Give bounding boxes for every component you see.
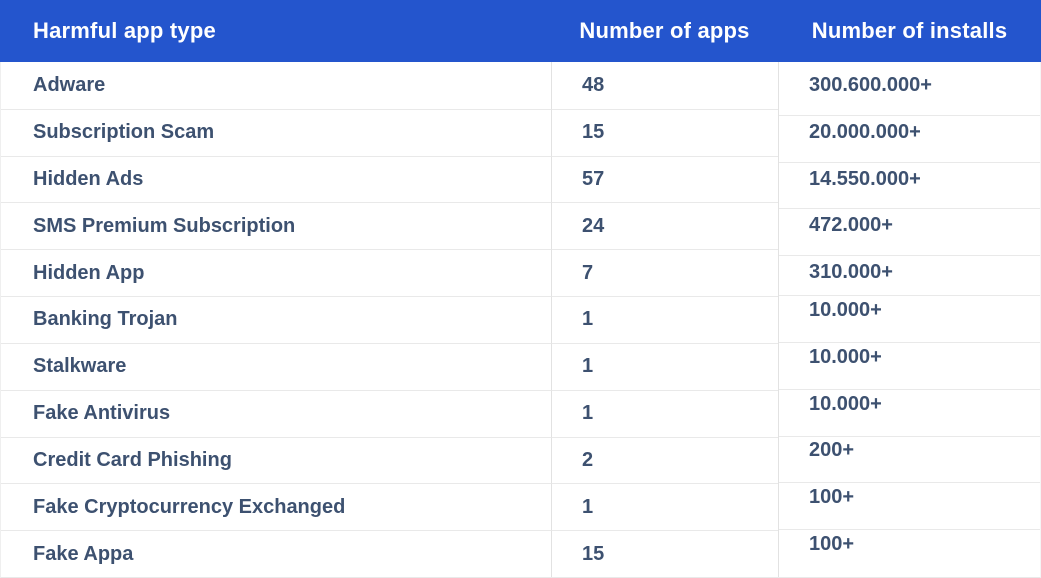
- installs-count-value: 14.550.000+: [809, 167, 921, 190]
- app-type-label: Hidden Ads: [33, 168, 144, 191]
- cell-number-of-apps: 48: [551, 62, 778, 109]
- cell-number-of-installs: 20.000.000+: [778, 108, 1040, 156]
- installs-count-value: 200+: [809, 439, 855, 462]
- cell-number-of-installs: 100+: [778, 482, 1040, 531]
- app-type-label: Fake Appa: [33, 542, 134, 565]
- installs-count-value: 472.000+: [809, 214, 893, 237]
- table-row: Fake Appa 15 100+: [1, 529, 1040, 577]
- cell-number-of-installs: 10.000+: [778, 388, 1040, 437]
- table-row: Subscription Scam 15 20.000.000+: [1, 108, 1040, 156]
- cell-number-of-apps: 57: [551, 155, 778, 203]
- cell-number-of-installs: 300.600.000+: [778, 62, 1040, 109]
- apps-count-value: 1: [582, 355, 594, 378]
- cell-app-type: Fake Antivirus: [1, 389, 551, 437]
- cell-number-of-apps: 15: [551, 530, 778, 577]
- apps-count-value: 15: [582, 542, 605, 565]
- app-type-label: Adware: [33, 73, 106, 96]
- apps-count-value: 24: [582, 214, 605, 237]
- app-type-label: Hidden App: [33, 261, 145, 284]
- app-type-label: Banking Trojan: [33, 308, 178, 331]
- installs-count-value: 10.000+: [809, 392, 882, 415]
- cell-app-type: SMS Premium Subscription: [1, 202, 551, 249]
- cell-app-type: Banking Trojan: [1, 296, 551, 343]
- installs-count-value: 100+: [809, 486, 855, 509]
- cell-app-type: Adware: [1, 62, 551, 109]
- apps-count-value: 1: [582, 495, 594, 518]
- apps-count-value: 1: [582, 308, 594, 331]
- apps-count-value: 57: [582, 168, 605, 191]
- cell-number-of-apps: 7: [551, 249, 778, 297]
- table-row: SMS Premium Subscription 24 472.000+: [1, 202, 1040, 250]
- cell-number-of-apps: 1: [551, 483, 778, 531]
- table-row: Credit Card Phishing 2 200+: [1, 435, 1040, 484]
- apps-count-value: 15: [582, 121, 605, 144]
- cell-number-of-installs: 10.000+: [778, 295, 1040, 343]
- table-row: Hidden Ads 57 14.550.000+: [1, 155, 1040, 203]
- installs-count-value: 310.000+: [809, 261, 893, 284]
- cell-number-of-apps: 2: [551, 436, 778, 484]
- table-row: Fake Cryptocurrency Exchanged 1 100+: [1, 482, 1040, 531]
- cell-number-of-apps: 1: [551, 296, 778, 343]
- cell-app-type: Subscription Scam: [1, 108, 551, 156]
- app-type-label: Fake Cryptocurrency Exchanged: [33, 495, 346, 518]
- app-type-label: Credit Card Phishing: [33, 448, 232, 471]
- cell-app-type: Fake Appa: [1, 530, 551, 577]
- cell-number-of-installs: 310.000+: [778, 249, 1040, 297]
- cell-number-of-apps: 24: [551, 202, 778, 250]
- installs-count-value: 10.000+: [809, 345, 882, 368]
- apps-count-value: 7: [582, 261, 594, 284]
- table-row: Fake Antivirus 1 10.000+: [1, 388, 1040, 437]
- cell-app-type: Stalkware: [1, 342, 551, 390]
- cell-number-of-installs: 14.550.000+: [778, 155, 1040, 203]
- table-header-row: Harmful app type Number of apps Number o…: [0, 0, 1041, 62]
- installs-count-value: 10.000+: [809, 298, 882, 321]
- installs-count-value: 300.600.000+: [809, 73, 932, 96]
- cell-app-type: Fake Cryptocurrency Exchanged: [1, 483, 551, 530]
- app-type-label: Stalkware: [33, 355, 127, 378]
- table-body: Adware 48 300.600.000+ Subscription Scam…: [0, 62, 1041, 578]
- column-header-harmful-app-type: Harmful app type: [33, 18, 216, 43]
- cell-number-of-installs: 472.000+: [778, 202, 1040, 250]
- table-row: Hidden App 7 310.000+: [1, 249, 1040, 297]
- cell-number-of-installs: 100+: [778, 529, 1040, 577]
- table-row: Banking Trojan 1 10.000+: [1, 295, 1040, 343]
- app-type-label: Fake Antivirus: [33, 402, 171, 425]
- cell-app-type: Hidden App: [1, 249, 551, 296]
- cell-number-of-apps: 1: [551, 342, 778, 390]
- cell-number-of-apps: 1: [551, 389, 778, 437]
- app-type-label: SMS Premium Subscription: [33, 214, 296, 237]
- apps-count-value: 2: [582, 448, 594, 471]
- installs-count-value: 20.000.000+: [809, 120, 921, 143]
- apps-count-value: 48: [582, 73, 605, 96]
- column-header-number-of-apps: Number of apps: [579, 18, 750, 43]
- column-header-number-of-installs: Number of installs: [811, 18, 1008, 43]
- cell-number-of-apps: 15: [551, 108, 778, 156]
- cell-app-type: Credit Card Phishing: [1, 436, 551, 484]
- cell-number-of-installs: 200+: [778, 435, 1040, 484]
- app-type-label: Subscription Scam: [33, 121, 215, 144]
- installs-count-value: 100+: [809, 533, 855, 556]
- cell-app-type: Hidden Ads: [1, 155, 551, 203]
- apps-count-value: 1: [582, 402, 594, 425]
- table-row: Stalkware 1 10.000+: [1, 341, 1040, 390]
- table-row: Adware 48 300.600.000+: [1, 62, 1040, 109]
- cell-number-of-installs: 10.000+: [778, 341, 1040, 390]
